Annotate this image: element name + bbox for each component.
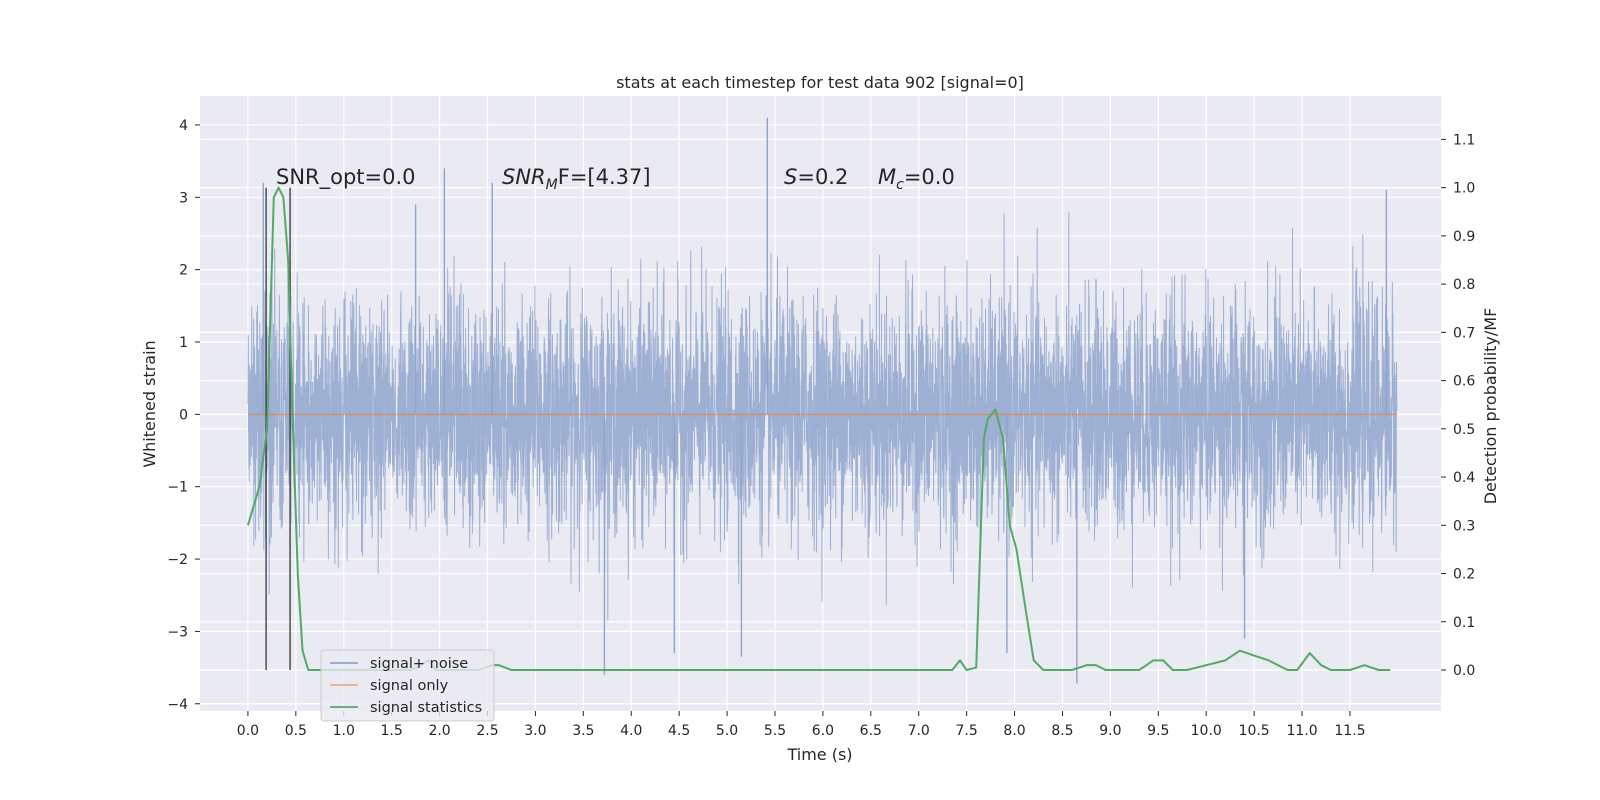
y-tick-label-1: 3 [179, 190, 188, 206]
x-tick-label-9: 4.5 [668, 723, 690, 739]
x-axis-label: Time (s) [786, 745, 852, 764]
x-tick-label-17: 8.5 [1051, 723, 1073, 739]
y2-tick-label-7: 0.4 [1453, 470, 1475, 486]
series-signal-noise [247, 117, 1398, 684]
y-axis-ticks: 4 3 2 1 0 −1 −2 −3 −4 [167, 118, 200, 713]
x-tick-label-2: 1.0 [333, 723, 355, 739]
legend-label-signal-noise: signal+ noise [370, 656, 468, 672]
legend-label-signal-statistics: signal statistics [370, 700, 482, 716]
y2-tick-label-4: 0.7 [1453, 325, 1475, 341]
x-axis-ticks: 0.0 0.5 1.0 1.5 2.0 2.5 3.0 3.5 4.0 4.5 5.0 5.5 6.0 6… [237, 711, 1366, 739]
y2-tick-label-3: 0.8 [1453, 277, 1475, 293]
x-tick-label-8: 4.0 [620, 723, 642, 739]
annotation-mc: Mc=0.0 [878, 165, 955, 193]
y2-tick-label-5: 0.6 [1453, 374, 1475, 390]
y2-tick-label-11: 0.0 [1453, 663, 1475, 679]
y-tick-label-4: 0 [179, 407, 188, 423]
legend-box [320, 649, 495, 722]
x-tick-label-7: 3.5 [572, 723, 594, 739]
annotation-s-rest: =0.2 [797, 165, 848, 189]
annotation-snr-mf-sub: M [546, 177, 558, 193]
annotations: SNR_opt=0.0 SNRMF=[4.37] S=0.2 Mc=0.0 [276, 165, 955, 193]
x-tick-label-18: 9.0 [1099, 723, 1121, 739]
x-tick-label-11: 5.5 [764, 723, 786, 739]
x-tick-label-22: 11.0 [1286, 723, 1317, 739]
x-tick-label-19: 9.5 [1147, 723, 1169, 739]
y-tick-label-3: 1 [179, 335, 188, 351]
y2-axis-ticks: 1.1 1.0 0.9 0.8 0.7 0.6 0.5 0.4 0.3 0.2 0.1 0.0 [1441, 132, 1475, 679]
y2-tick-label-10: 0.1 [1453, 615, 1475, 631]
y2-tick-label-0: 1.1 [1453, 132, 1475, 148]
x-tick-label-15: 7.5 [956, 723, 978, 739]
chart-title: stats at each timestep for test data 902… [616, 73, 1024, 92]
legend: signal+ noise signal only signal statist… [320, 649, 495, 722]
annotation-s-main: S [784, 165, 797, 189]
x-tick-label-20: 10.0 [1191, 723, 1222, 739]
y2-tick-label-2: 0.9 [1453, 229, 1475, 245]
x-tick-label-12: 6.0 [812, 723, 834, 739]
x-tick-label-5: 2.5 [476, 723, 498, 739]
annotation-s: S=0.2 [784, 165, 848, 189]
y-tick-label-5: −1 [167, 480, 188, 496]
x-tick-label-4: 2.0 [428, 723, 450, 739]
x-tick-label-23: 11.5 [1334, 723, 1365, 739]
y2-tick-label-1: 1.0 [1453, 181, 1475, 197]
y-tick-label-8: −4 [167, 697, 188, 713]
annotation-snr-mf-rest: F=[4.37] [558, 165, 651, 189]
annotation-mc-sub: c [896, 177, 904, 193]
noise-trace [247, 212, 1398, 621]
x-tick-label-21: 10.5 [1239, 723, 1270, 739]
annotation-snr-opt: SNR_opt=0.0 [276, 165, 416, 190]
legend-label-signal-only: signal only [370, 678, 449, 694]
x-tick-label-13: 6.5 [860, 723, 882, 739]
y-tick-label-6: −2 [167, 552, 188, 568]
annotation-mc-rest: =0.0 [904, 165, 955, 189]
y2-tick-label-8: 0.3 [1453, 518, 1475, 534]
y-tick-label-7: −3 [167, 624, 188, 640]
x-tick-label-1: 0.5 [285, 723, 307, 739]
y2-axis-label: Detection probability/MF [1481, 308, 1500, 505]
x-tick-label-16: 8.0 [1003, 723, 1025, 739]
y-tick-label-0: 4 [179, 118, 188, 134]
annotation-mc-main: M [878, 165, 896, 189]
y2-tick-label-9: 0.2 [1453, 567, 1475, 583]
x-tick-label-0: 0.0 [237, 723, 259, 739]
annotation-snr-mf: SNRMF=[4.37] [502, 165, 651, 193]
x-tick-label-10: 5.0 [716, 723, 738, 739]
y-axis-label: Whitened strain [140, 340, 159, 467]
x-tick-label-14: 7.0 [908, 723, 930, 739]
x-tick-label-6: 3.0 [524, 723, 546, 739]
x-tick-label-3: 1.5 [381, 723, 403, 739]
y2-tick-label-6: 0.5 [1453, 422, 1475, 438]
y-tick-label-2: 2 [179, 263, 188, 279]
annotation-snr-mf-main: SNR [502, 165, 546, 189]
